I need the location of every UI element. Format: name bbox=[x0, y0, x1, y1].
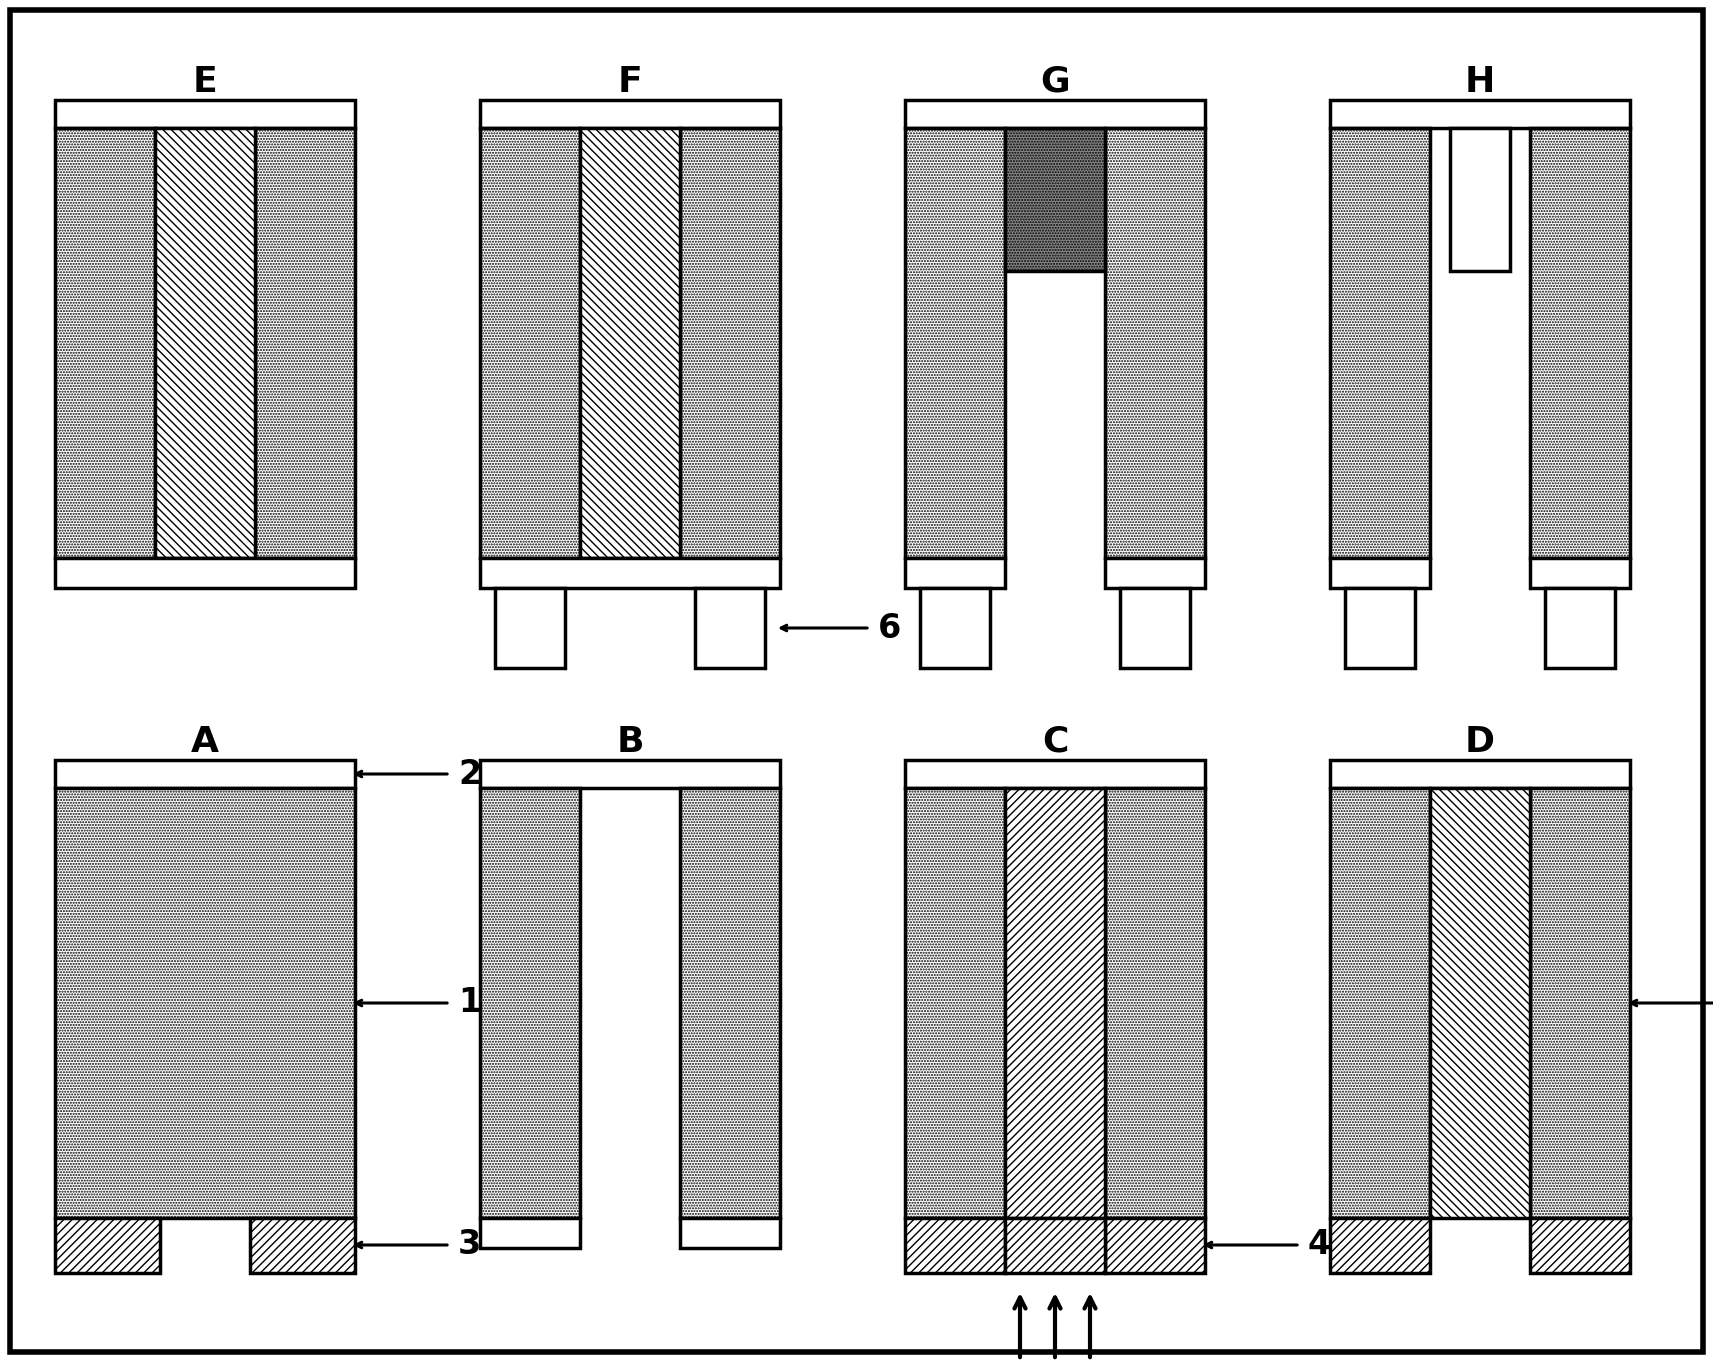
Bar bbox=[55, 789, 355, 1218]
Bar bbox=[480, 1218, 581, 1248]
Bar bbox=[1329, 1218, 1430, 1273]
Bar bbox=[680, 1218, 779, 1248]
Bar bbox=[480, 99, 779, 128]
Bar bbox=[1006, 128, 1105, 271]
Text: 1: 1 bbox=[457, 986, 481, 1020]
Text: E: E bbox=[192, 65, 218, 99]
Bar bbox=[904, 1218, 1006, 1273]
Bar bbox=[1006, 789, 1105, 1218]
Bar bbox=[1449, 128, 1509, 271]
Bar bbox=[1530, 558, 1631, 588]
Bar bbox=[904, 760, 1204, 789]
Bar bbox=[480, 558, 779, 588]
Bar bbox=[1345, 588, 1415, 667]
Text: 4: 4 bbox=[1309, 1229, 1331, 1261]
Text: F: F bbox=[618, 65, 642, 99]
Bar bbox=[680, 789, 779, 1218]
Bar bbox=[1530, 128, 1631, 558]
Bar bbox=[1329, 558, 1430, 588]
Bar bbox=[904, 128, 1006, 558]
Bar bbox=[695, 588, 766, 667]
Bar bbox=[495, 588, 565, 667]
Bar bbox=[1530, 789, 1631, 1218]
Bar bbox=[1105, 1218, 1204, 1273]
Text: A: A bbox=[192, 725, 219, 759]
Bar bbox=[55, 1218, 159, 1273]
Bar bbox=[55, 760, 355, 789]
Bar bbox=[1329, 760, 1631, 789]
Text: G: G bbox=[1040, 65, 1071, 99]
Bar bbox=[581, 128, 680, 558]
Bar bbox=[1530, 1218, 1631, 1273]
Bar bbox=[55, 128, 154, 558]
Text: 2: 2 bbox=[457, 757, 481, 790]
Text: 3: 3 bbox=[457, 1229, 481, 1261]
Bar bbox=[154, 128, 255, 558]
Bar bbox=[480, 789, 581, 1218]
Bar bbox=[1430, 789, 1530, 1218]
Bar bbox=[1105, 789, 1204, 1218]
Bar bbox=[1105, 128, 1204, 558]
Bar bbox=[1120, 588, 1191, 667]
Bar bbox=[904, 789, 1006, 1218]
Bar bbox=[1329, 99, 1631, 128]
Bar bbox=[904, 99, 1204, 128]
Bar bbox=[250, 1218, 355, 1273]
Text: D: D bbox=[1465, 725, 1495, 759]
Bar bbox=[1329, 789, 1430, 1218]
Bar bbox=[1105, 558, 1204, 588]
Bar bbox=[904, 558, 1006, 588]
Bar bbox=[1545, 588, 1615, 667]
Bar bbox=[55, 558, 355, 588]
Text: H: H bbox=[1465, 65, 1495, 99]
Bar bbox=[480, 128, 581, 558]
Bar bbox=[1329, 128, 1430, 558]
Bar bbox=[55, 99, 355, 128]
Text: 6: 6 bbox=[879, 612, 901, 644]
Bar bbox=[680, 128, 779, 558]
Text: B: B bbox=[617, 725, 644, 759]
Bar bbox=[480, 760, 779, 789]
Bar bbox=[1006, 1218, 1105, 1273]
Bar bbox=[255, 128, 355, 558]
Bar bbox=[920, 588, 990, 667]
Text: C: C bbox=[1042, 725, 1069, 759]
